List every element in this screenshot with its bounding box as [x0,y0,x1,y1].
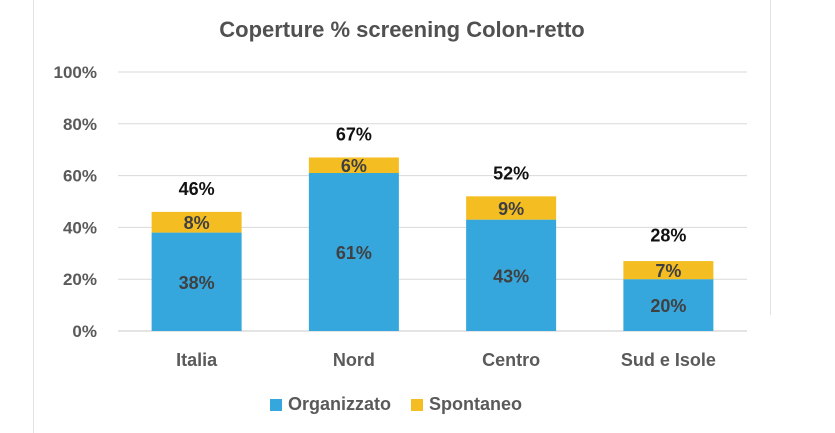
bar-value-label: 7% [655,261,681,281]
legend: Organizzato Spontaneo [270,394,522,415]
bar-organizzato [466,219,557,331]
chart-title: Coperture % screening Colon-retto [219,17,584,42]
bar-total-label: 67% [336,124,372,144]
frame-left-border [33,0,34,433]
bar-spontaneo [308,157,399,174]
y-tick-label: 100% [54,63,97,82]
bars [151,157,714,331]
legend-label-spontaneo: Spontaneo [429,394,523,414]
bar-total-label: 52% [493,163,529,183]
bar-value-label: 61% [336,243,372,263]
bar-organizzato [308,173,399,331]
bar-spontaneo [466,196,557,220]
bar-total-label: 46% [179,179,215,199]
bar-value-label: 43% [493,266,529,286]
x-tick-label: Centro [482,350,540,370]
bar-value-label: 38% [179,273,215,293]
bar-value-label: 9% [498,199,524,219]
frame-right-border [770,0,771,315]
y-axis: 0% 20% 40% 60% 80% 100% [54,63,97,341]
legend-item-spontaneo: Spontaneo [411,394,522,415]
x-tick-label: Sud e Isole [621,350,716,370]
bar-spontaneo [151,211,242,233]
bar-value-label: 6% [341,156,367,176]
x-axis: Italia Nord Centro Sud e Isole [176,350,716,370]
bar-total-label: 28% [650,225,686,245]
bar-value-label: 8% [184,213,210,233]
y-tick-label: 20% [63,270,97,289]
data-labels: 38% 8% 46% 61% 6% 67% 43% 9% 52% 20% 7% 28% [179,124,687,316]
y-tick-label: 60% [63,167,97,186]
legend-swatch-spontaneo [411,398,424,411]
y-tick-label: 80% [63,115,97,134]
legend-label-organizzato: Organizzato [288,394,392,414]
bar-spontaneo [623,261,714,280]
y-tick-label: 0% [72,322,97,341]
x-tick-label: Nord [333,350,375,370]
bar-value-label: 20% [650,296,686,316]
bar-organizzato [623,279,714,331]
legend-swatch-organizzato [270,398,282,411]
y-tick-label: 40% [63,218,97,237]
legend-item-organizzato: Organizzato [270,394,391,415]
bar-organizzato [151,232,242,331]
x-tick-label: Italia [176,350,218,370]
